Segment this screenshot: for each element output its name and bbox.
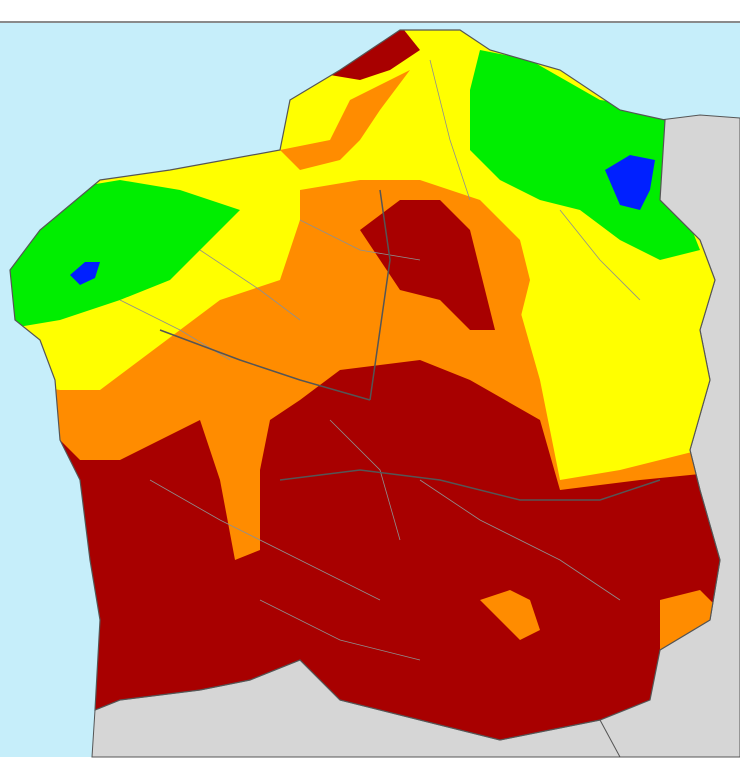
province-lines xyxy=(159,189,661,501)
border-lines xyxy=(119,59,641,661)
zone-orange-south xyxy=(480,590,540,640)
zone-darkred-center xyxy=(360,200,495,330)
zone-blue-west xyxy=(70,262,100,285)
zone-orange-north xyxy=(280,70,410,170)
zone-green-west xyxy=(10,180,240,330)
coastline xyxy=(9,29,721,741)
municipal-borders xyxy=(119,59,641,661)
zone-green-east xyxy=(470,50,700,260)
province-borders xyxy=(159,189,661,501)
zone-blue-east xyxy=(605,155,655,210)
